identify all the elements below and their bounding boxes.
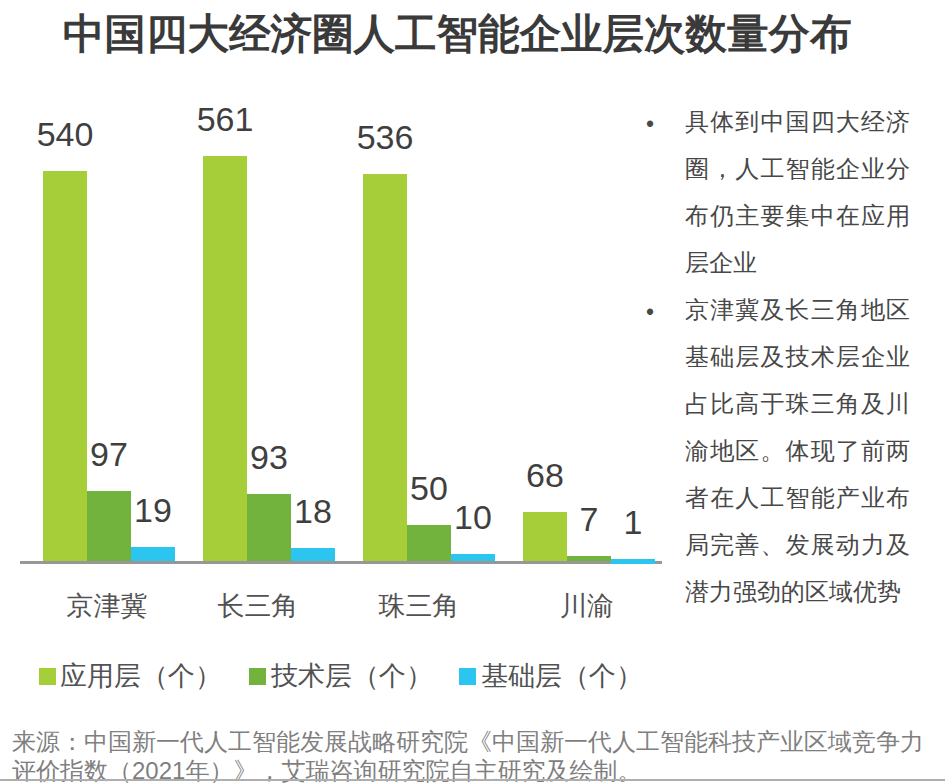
legend-swatch [249,668,266,685]
chart-page: 中国四大经济圈人工智能企业层次数量分布 540 561 536 68 97 93 50 7 19… [0,0,945,783]
value-label: 536 [357,120,414,154]
bar-长三角-基础层（个） [291,548,335,561]
value-label: 93 [250,440,288,474]
legend-swatch [39,668,56,685]
bullet-icon: • [646,101,654,148]
value-label: 50 [410,471,448,505]
bar-京津冀-应用层（个） [43,171,87,561]
value-label: 19 [134,493,172,527]
value-label: 561 [197,102,254,136]
bar-珠三角-技术层（个） [407,525,451,561]
bar-川渝-技术层（个） [567,556,611,561]
x-axis-line [20,561,662,564]
value-label: 1 [624,505,643,539]
bullet-icon: • [646,289,654,336]
bar-川渝-基础层（个） [611,559,655,564]
bar-京津冀-基础层（个） [131,547,175,561]
value-label: 7 [580,502,599,536]
legend-label: 基础层（个） [481,658,643,694]
value-label: 18 [294,494,332,528]
legend-swatch [459,668,476,685]
source-line-1: 来源：中国新一代人工智能发展战略研究院《中国新一代人工智能科技产业区域竞争力 [12,727,924,756]
chart-title: 中国四大经济圈人工智能企业层次数量分布 [63,6,852,62]
bottom-divider [0,779,945,781]
bar-京津冀-技术层（个） [87,491,131,561]
legend-label: 应用层（个） [60,658,222,694]
bar-珠三角-应用层（个） [363,174,407,561]
category-label-珠三角: 珠三角 [379,588,460,624]
note-paragraph-2: 京津冀及长三角地区基础层及技术层企业占比高于珠三角及川渝地区。体现了前两者在人工… [685,286,910,615]
category-label-京津冀: 京津冀 [67,588,148,624]
bar-长三角-应用层（个） [203,156,247,561]
bar-珠三角-基础层（个） [451,554,495,561]
value-label: 10 [454,500,492,534]
legend-label: 技术层（个） [271,658,433,694]
value-label: 97 [90,437,128,471]
value-label: 68 [526,458,564,492]
note-paragraph-1: 具体到中国四大经济圈，人工智能企业分布仍主要集中在应用层企业 [685,98,910,286]
category-label-长三角: 长三角 [218,588,299,624]
value-label: 540 [37,117,94,151]
bar-长三角-技术层（个） [247,494,291,561]
category-label-川渝: 川渝 [560,588,614,624]
bar-川渝-应用层（个） [523,512,567,561]
